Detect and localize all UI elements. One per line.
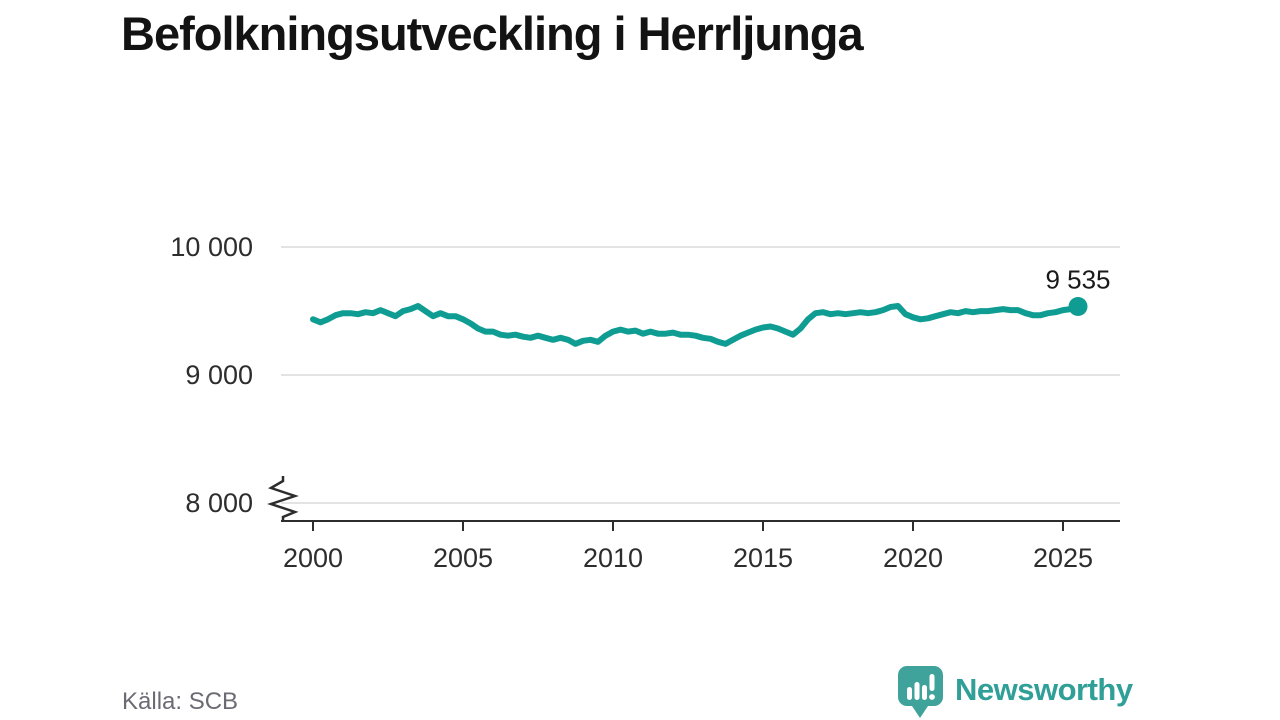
x-axis-tick-label: 2020 (883, 543, 943, 573)
endpoint-value-label: 9 535 (1045, 265, 1110, 295)
x-axis-tick-label: 2025 (1033, 543, 1093, 573)
logo-exclamation-dot (929, 694, 935, 700)
y-axis-tick-label: 10 000 (170, 232, 253, 262)
logo-bar-1 (907, 687, 912, 700)
newsworthy-wordmark: Newsworthy (955, 672, 1133, 707)
x-axis-tick-label: 2005 (433, 543, 493, 573)
y-axis-break-icon (267, 476, 299, 521)
logo-exclamation-bar (929, 674, 935, 691)
source-note: Källa: SCB (122, 688, 239, 715)
endpoint-dot (1068, 297, 1088, 317)
page-title: Befolkningsutveckling i Herrljunga (121, 7, 864, 60)
newsworthy-branding: Newsworthy (898, 666, 1133, 718)
y-axis-tick-label: 9 000 (185, 360, 253, 390)
logo-bubble (898, 666, 943, 718)
newsworthy-logo-icon (898, 666, 943, 718)
logo-bar-2 (914, 682, 920, 700)
logo-bar-3 (922, 685, 927, 700)
population-line (310, 303, 1081, 347)
y-axis-tick-label: 8 000 (185, 488, 253, 518)
x-axis-tick-label: 2010 (583, 543, 643, 573)
x-axis-tick-label: 2015 (733, 543, 793, 573)
x-axis-tick-label: 2000 (283, 543, 343, 573)
